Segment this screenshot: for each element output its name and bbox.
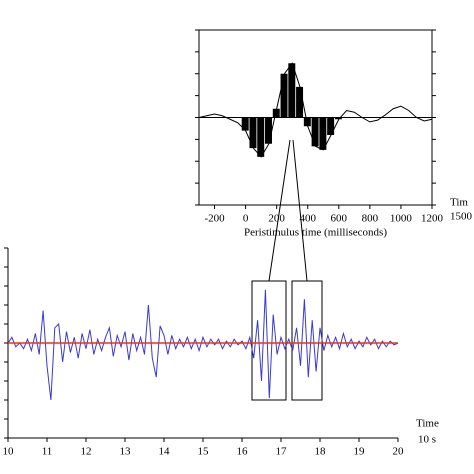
connector xyxy=(292,139,308,282)
fill-stripe xyxy=(311,117,319,147)
x-tick-label: 13 xyxy=(120,446,132,458)
fill-stripe xyxy=(327,117,335,135)
fill-stripe xyxy=(249,117,257,149)
fill-stripe xyxy=(241,117,249,131)
highlight-box xyxy=(291,280,323,401)
x-tick-label: 20 xyxy=(393,446,405,458)
x-tick-label: 200 xyxy=(268,213,285,225)
x-tick-label: -200 xyxy=(204,213,225,225)
annotation: Tim xyxy=(450,197,468,209)
fill-stripe xyxy=(280,73,288,118)
x-axis-label: Time xyxy=(416,418,439,430)
x-axis-unit: 10 s xyxy=(418,434,436,446)
x-tick-label: 10 xyxy=(3,446,15,458)
fill-stripe xyxy=(288,63,296,118)
fill-stripe xyxy=(296,86,304,118)
data-line xyxy=(198,62,433,158)
x-tick-label: 1000 xyxy=(390,213,413,225)
data-line xyxy=(7,289,399,401)
x-tick-label: 18 xyxy=(315,446,327,458)
x-tick-label: 14 xyxy=(159,446,171,458)
x-tick-label: 12 xyxy=(81,446,92,458)
x-tick-label: 17 xyxy=(276,446,288,458)
x-tick-label: 19 xyxy=(354,446,366,458)
fill-stripe xyxy=(319,117,327,150)
x-tick-label: 16 xyxy=(237,446,249,458)
fill-stripe xyxy=(272,108,280,118)
fill-stripe xyxy=(265,117,272,144)
x-axis-label: Peristimulus time (milliseconds) xyxy=(244,227,387,239)
x-tick-label: 0 xyxy=(243,213,249,225)
fill-stripe xyxy=(257,117,265,157)
x-tick-label: 800 xyxy=(362,213,379,225)
x-tick-label: 400 xyxy=(299,213,316,225)
fill-stripe xyxy=(334,117,342,120)
x-tick-label: 600 xyxy=(331,213,348,225)
annotation: 1500 xyxy=(450,211,473,223)
x-tick-label: 11 xyxy=(42,446,53,458)
x-tick-label: 1200 xyxy=(421,213,444,225)
connector xyxy=(268,139,291,282)
x-tick-label: 15 xyxy=(198,446,210,458)
